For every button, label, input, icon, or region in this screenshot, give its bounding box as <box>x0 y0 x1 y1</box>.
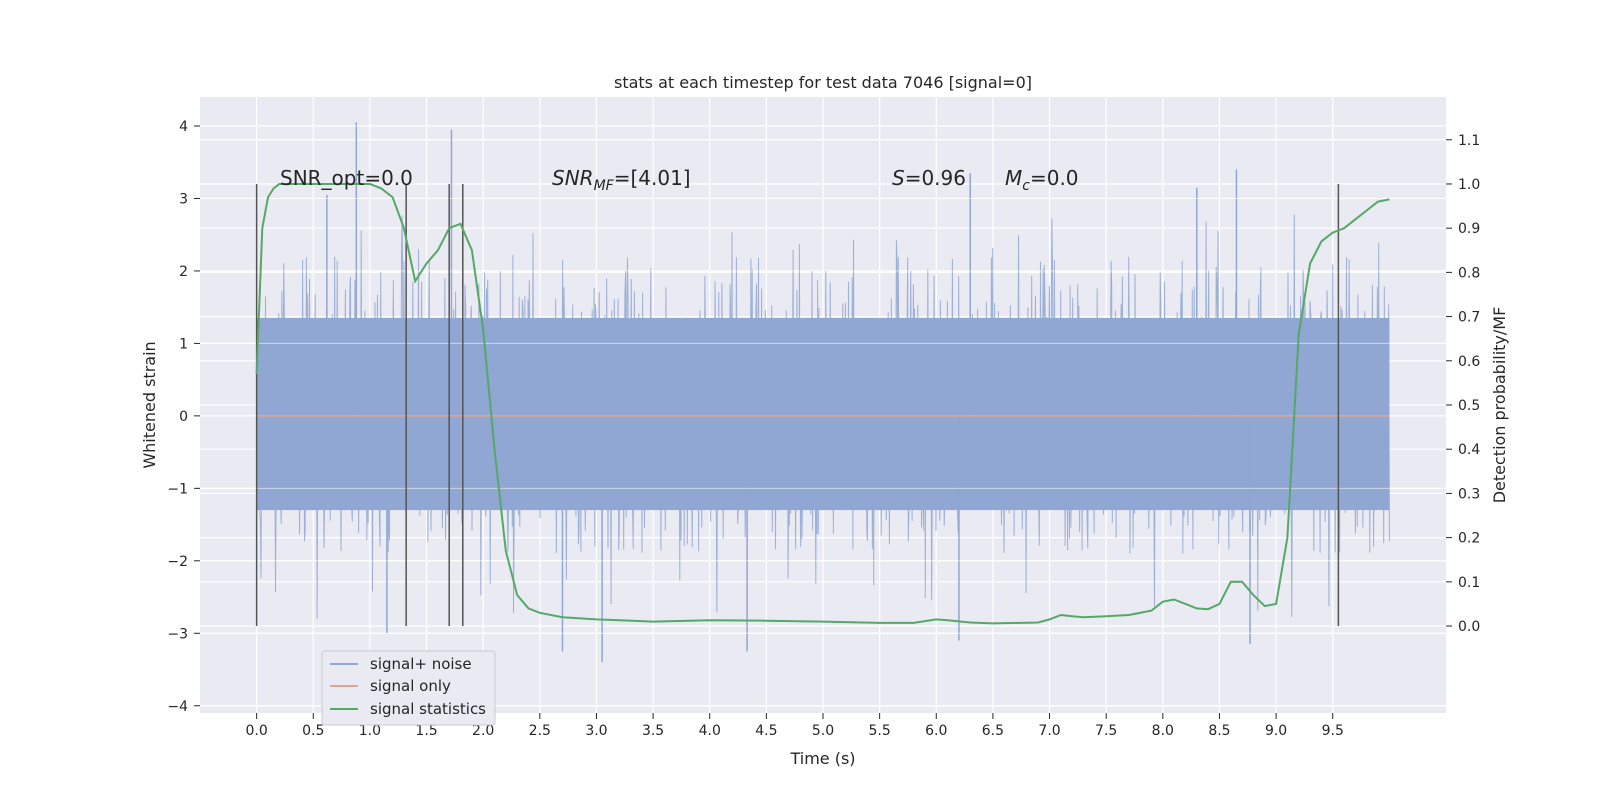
x-tick-label: 3.0 <box>585 723 607 739</box>
annotation-snr-opt: SNR_opt=0.0 <box>280 166 413 190</box>
annotation-snr-mf: SNRMF=[4.01] <box>552 166 691 194</box>
legend-label-signal-statistics: signal statistics <box>370 700 486 718</box>
x-tick-label: 7.5 <box>1095 723 1117 739</box>
right-tick-label: 0.9 <box>1458 221 1480 237</box>
right-tick-label: 1.1 <box>1458 133 1480 149</box>
x-tick-label: 6.5 <box>982 723 1004 739</box>
annotation-s: S=0.96 <box>892 166 966 190</box>
annotation-snr-mf-main: SNR <box>552 166 594 190</box>
right-tick-label: 0.0 <box>1458 619 1480 635</box>
x-tick-label: 5.0 <box>812 723 834 739</box>
x-tick-label: 9.5 <box>1322 723 1344 739</box>
y-tick-label: −1 <box>167 481 188 497</box>
legend-label-signal-noise: signal+ noise <box>370 655 472 673</box>
y-tick-label: 4 <box>179 119 188 135</box>
annotation-mc-sub: c <box>1022 178 1030 194</box>
signal-noise-core <box>256 318 1390 511</box>
right-tick-label: 0.2 <box>1458 531 1480 547</box>
y-tick-label: −4 <box>167 699 188 715</box>
y-tick-label: 1 <box>179 336 188 352</box>
y-axis-label: Whitened strain <box>140 341 159 468</box>
annotation-mc-main: M <box>1005 166 1022 190</box>
y-tick-label: −3 <box>167 626 188 642</box>
x-tick-label: 0.5 <box>302 723 324 739</box>
x-tick-label: 0.0 <box>246 723 268 739</box>
legend-box <box>321 650 496 726</box>
x-tick-label: 4.0 <box>699 723 721 739</box>
x-tick-label: 4.5 <box>755 723 777 739</box>
right-axis-label: Detection probability/MF <box>1490 307 1509 504</box>
y-tick-label: 2 <box>179 264 188 280</box>
x-tick-label: 7.0 <box>1038 723 1060 739</box>
x-tick-label: 8.5 <box>1208 723 1230 739</box>
legend-label-signal-only: signal only <box>370 677 451 695</box>
x-tick-label: 1.0 <box>359 723 381 739</box>
right-tick-label: 0.5 <box>1458 398 1480 414</box>
y-tick-label: 0 <box>179 409 188 425</box>
signal-statistics-line <box>255 183 1390 625</box>
right-axis-ticks: 1.1 1.0 0.9 0.8 0.7 0.6 0.5 0.4 0.3 0.2 0.1 0.0 <box>1446 133 1480 635</box>
annotation-s-value: =0.96 <box>905 166 966 190</box>
x-tick-label: 1.5 <box>415 723 437 739</box>
x-tick-label: 6.0 <box>925 723 947 739</box>
right-tick-label: 1.0 <box>1458 177 1480 193</box>
right-tick-label: 0.6 <box>1458 354 1480 370</box>
y-axis-ticks: 4 3 2 1 0 −1 −2 −3 −4 <box>167 119 200 715</box>
annotation-mc: Mc=0.0 <box>1005 166 1079 194</box>
right-tick-label: 0.3 <box>1458 486 1480 502</box>
signal-noise-series <box>200 122 1446 707</box>
y-tick-label: −2 <box>167 554 188 570</box>
annotation-snr-mf-sub: MF <box>594 178 615 194</box>
annotation-s-main: S <box>892 166 905 190</box>
chart-title: stats at each timestep for test data 704… <box>614 73 1032 92</box>
x-axis-ticks: 0.0 0.5 1.0 1.5 2.0 2.5 3.0 3.5 4.0 4.5 5.0 5.5 6.0 6… <box>246 713 1344 739</box>
legend: signal+ noise signal only signal statist… <box>321 650 496 726</box>
annotation-mc-value: =0.0 <box>1030 166 1079 190</box>
y-tick-label: 3 <box>179 191 188 207</box>
right-tick-label: 0.7 <box>1458 310 1480 326</box>
x-tick-label: 9.0 <box>1265 723 1287 739</box>
annotation-snr-mf-value: =[4.01] <box>614 166 691 190</box>
x-axis-label: Time (s) <box>789 749 855 768</box>
right-tick-label: 0.8 <box>1458 265 1480 281</box>
x-tick-label: 3.5 <box>642 723 664 739</box>
x-tick-label: 8.0 <box>1152 723 1174 739</box>
x-tick-label: 5.5 <box>869 723 891 739</box>
right-tick-label: 0.4 <box>1458 442 1480 458</box>
vertical-markers <box>255 183 1340 627</box>
right-tick-label: 0.1 <box>1458 575 1480 591</box>
x-tick-label: 2.5 <box>529 723 551 739</box>
x-tick-label: 2.0 <box>472 723 494 739</box>
